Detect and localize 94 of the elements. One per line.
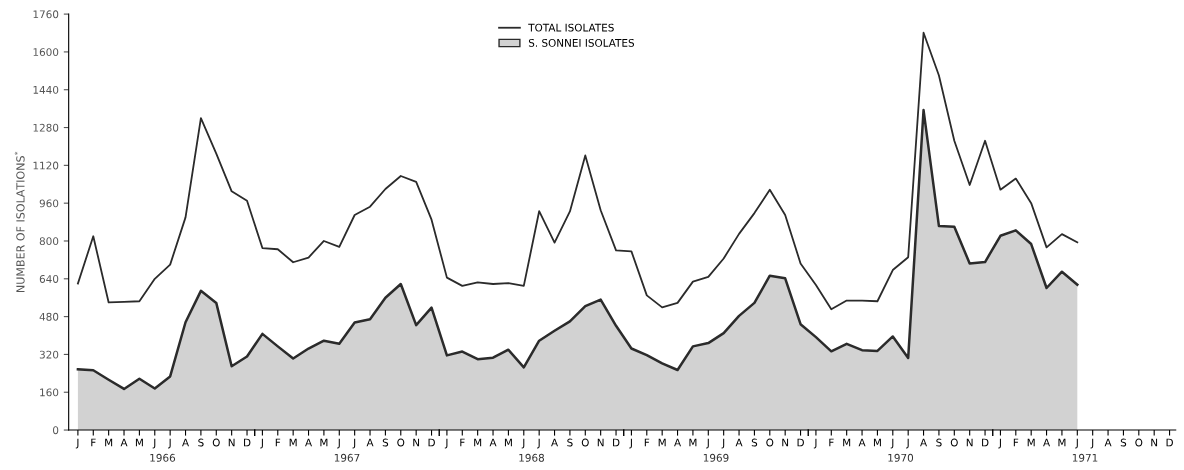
x-tick-label: M	[135, 438, 143, 447]
x-tick-label: M	[1027, 438, 1035, 447]
x-tick-label: J	[721, 438, 725, 449]
text: 1966	[150, 453, 176, 462]
x-tick-label: O	[766, 438, 774, 447]
x-tick-label: J	[521, 438, 525, 449]
x-tick-label: J	[1075, 438, 1078, 449]
x-tick-label: N	[1151, 438, 1158, 447]
x-tick-label: N	[413, 438, 420, 447]
text: 1971	[1072, 453, 1098, 462]
x-tick-label: J	[260, 438, 263, 449]
x-tick-label: J	[629, 438, 632, 449]
x-tick-label: M	[843, 438, 851, 447]
x-tick-label: F	[275, 438, 281, 447]
x-tick-label: A	[920, 438, 928, 447]
x-tick-label: O	[212, 438, 220, 447]
y-tick-label: 1280	[33, 123, 59, 132]
x-tick-label: F	[1013, 438, 1019, 447]
x-tick-label: J	[352, 438, 356, 449]
x-tick-label: A	[858, 438, 866, 447]
y-tick-label: 480	[39, 312, 59, 321]
x-tick-label: M	[474, 438, 482, 447]
y-tick-label: 1760	[33, 10, 59, 19]
legend-label: TOTAL ISOLATES	[528, 23, 614, 32]
x-tick-label: J	[998, 438, 1001, 449]
x-tick-label: M	[504, 438, 512, 447]
x-tick-label: N	[966, 438, 973, 447]
x-tick-label: J	[906, 438, 909, 449]
x-tick-label: A	[120, 438, 128, 447]
x-tick-label: J	[337, 438, 340, 449]
y-tick-label: 800	[39, 237, 59, 246]
legend-label: S. SONNEI ISOLATES	[528, 38, 635, 47]
x-tick-label: S	[751, 438, 758, 447]
x-tick-label: A	[551, 438, 559, 447]
x-tick-label: A	[366, 438, 374, 447]
text: 1968	[519, 453, 545, 462]
x-tick-label: S	[936, 438, 942, 447]
x-tick-label: J	[75, 438, 79, 449]
y-tick-label: 1440	[33, 85, 59, 94]
x-tick-label: D	[797, 438, 804, 447]
y-tick-label: 320	[39, 350, 59, 359]
x-tick-label: A	[674, 438, 682, 447]
x-tick-label: J	[1090, 438, 1094, 449]
text: 1970	[888, 453, 914, 462]
x-tick-label: M	[689, 438, 697, 447]
x-tick-label: M	[105, 438, 113, 447]
x-tick-label: A	[735, 438, 743, 447]
x-tick-label: S	[198, 438, 204, 447]
y-tick-label: 640	[39, 275, 59, 283]
x-tick-label: M	[658, 438, 666, 447]
x-tick-label: J	[152, 438, 156, 449]
x-tick-label: O	[397, 438, 405, 447]
x-tick-label: D	[1166, 438, 1173, 447]
x-tick-label: D	[982, 438, 989, 447]
x-tick-label: S	[1120, 438, 1127, 447]
x-tick-label: J	[168, 438, 171, 449]
x-tick-label: D	[428, 438, 435, 447]
x-tick-label: M	[320, 438, 328, 447]
y-tick-label: 1600	[33, 48, 59, 57]
line-series	[76, 31, 1079, 311]
x-tick-label: J	[890, 438, 894, 449]
x-tick-label: A	[489, 438, 497, 447]
text: 1969	[703, 453, 729, 462]
y-tick-label: 960	[39, 199, 59, 208]
x-tick-label: F	[644, 438, 650, 447]
x-tick-label: A	[1104, 438, 1112, 447]
x-tick-label: D	[244, 438, 251, 447]
y-tick-label: 160	[40, 388, 59, 397]
x-tick-label: N	[782, 438, 789, 447]
y-tick-label: 1120	[33, 161, 59, 170]
y-tick-label: 0	[53, 426, 59, 435]
x-tick-label: A	[1043, 438, 1051, 447]
x-tick-label: S	[382, 438, 389, 447]
x-tick-label: N	[228, 438, 235, 447]
x-tick-label: J	[444, 438, 448, 449]
x-tick-label: F	[829, 438, 834, 447]
x-tick-label: O	[581, 438, 589, 447]
x-tick-label: J	[813, 438, 817, 449]
y-axis-title: NUMBER OF ISOLATIONS$^{*}$	[14, 151, 25, 292]
x-tick-label: J	[537, 438, 540, 449]
x-tick-label: M	[873, 438, 881, 447]
x-tick-label: O	[950, 438, 958, 447]
x-tick-label: A	[305, 438, 313, 447]
x-tick-label: D	[613, 438, 620, 447]
x-tick-label: N	[597, 438, 604, 447]
x-tick-label: O	[1135, 438, 1143, 447]
x-tick-label: J	[706, 438, 709, 449]
x-tick-label: F	[460, 438, 465, 447]
x-tick-label: F	[91, 438, 96, 447]
text: 1967	[334, 453, 360, 462]
x-tick-label: M	[289, 438, 297, 447]
x-tick-label: M	[1058, 438, 1066, 447]
x-tick-label: A	[182, 438, 189, 447]
x-tick-label: S	[567, 438, 573, 447]
